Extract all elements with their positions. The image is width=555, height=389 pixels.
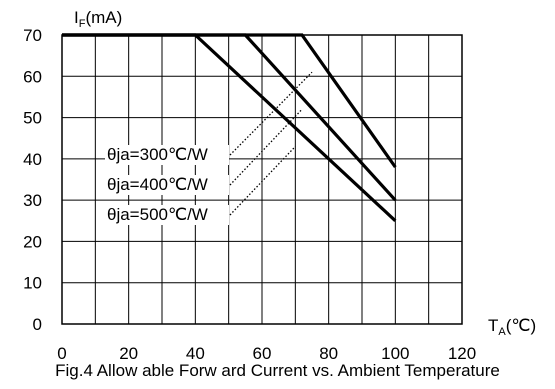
y-tick-label: 10: [23, 274, 42, 293]
series-label-bg: [105, 205, 229, 225]
y-axis-symbol: I: [74, 8, 79, 27]
y-axis-unit: (mA): [85, 8, 122, 27]
series-label-1: θja=300℃/W: [107, 145, 208, 164]
x-tick-label: 120: [448, 344, 476, 363]
x-tick-label: 80: [319, 344, 338, 363]
series-annotations: θja=300℃/W θja=400℃/W θja=500℃/W: [105, 71, 313, 225]
y-tick-label: 30: [23, 191, 42, 210]
x-tick-label: 0: [57, 344, 66, 363]
y-axis-subscript: F: [79, 18, 86, 30]
series-leader-1: [229, 71, 313, 156]
y-tick-label: 40: [23, 150, 42, 169]
series-label-3: θja=500℃/W: [107, 205, 208, 224]
series-leader-2: [229, 108, 303, 186]
plot-border: [61, 34, 463, 325]
x-axis-unit: (℃): [506, 316, 536, 335]
x-tick-label: 20: [119, 344, 138, 363]
y-tick-label: 70: [23, 26, 42, 45]
x-axis-symbol: T: [488, 316, 498, 335]
series-leader-3: [229, 146, 296, 216]
x-axis-subscript: A: [498, 326, 506, 338]
x-axis-title: TA(℃): [488, 316, 536, 338]
y-axis-title: IF(mA): [74, 8, 122, 30]
series-label-2: θja=400℃/W: [107, 175, 208, 194]
tick-labels: 0 10 20 30 40 50 60 70 0 20 40 60 80 100 120: [23, 26, 476, 363]
y-tick-label: 50: [23, 109, 42, 128]
x-tick-label: 100: [381, 344, 409, 363]
x-tick-label: 60: [253, 344, 272, 363]
y-tick-label: 20: [23, 232, 42, 251]
series-label-bg: [105, 175, 229, 195]
plot-frame: [61, 34, 463, 325]
y-tick-label: 60: [23, 67, 42, 86]
figure-caption: Fig.4 Allow able Forw ard Current vs. Am…: [55, 361, 500, 380]
series-label-bg: [105, 145, 229, 165]
x-tick-label: 40: [186, 344, 205, 363]
y-tick-label: 0: [33, 315, 42, 334]
